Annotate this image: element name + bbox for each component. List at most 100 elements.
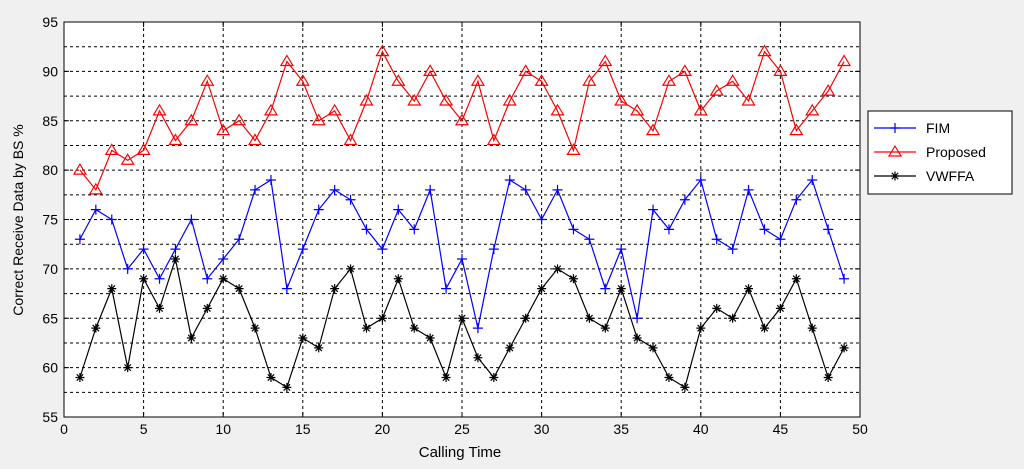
data-point-asterisk bbox=[170, 254, 180, 264]
data-point-plus bbox=[377, 244, 388, 255]
data-point-asterisk bbox=[505, 343, 515, 353]
data-point-plus bbox=[393, 204, 404, 215]
data-point-triangle bbox=[550, 103, 565, 116]
x-tick-label: 35 bbox=[613, 421, 629, 437]
data-point-asterisk bbox=[648, 343, 658, 353]
data-point-triangle bbox=[88, 182, 103, 195]
data-point-asterisk bbox=[457, 313, 467, 323]
data-point-plus bbox=[584, 234, 595, 245]
x-tick-label: 50 bbox=[852, 421, 868, 437]
data-point-asterisk bbox=[775, 303, 785, 313]
data-point-asterisk bbox=[537, 284, 547, 294]
data-point-triangle bbox=[72, 162, 87, 175]
data-point-plus bbox=[202, 273, 213, 284]
data-point-plus bbox=[409, 224, 420, 235]
data-point-asterisk bbox=[890, 171, 900, 181]
data-point-plus bbox=[250, 184, 261, 195]
data-point-plus bbox=[361, 224, 372, 235]
data-point-asterisk bbox=[473, 353, 483, 363]
legend-label: Proposed bbox=[926, 144, 986, 160]
series-group bbox=[72, 44, 852, 392]
data-point-plus bbox=[329, 184, 340, 195]
data-point-plus bbox=[648, 204, 659, 215]
data-point-asterisk bbox=[728, 313, 738, 323]
data-point-triangle bbox=[359, 93, 374, 106]
data-point-triangle bbox=[773, 64, 788, 76]
data-point-triangle bbox=[693, 103, 708, 116]
data-point-asterisk bbox=[377, 313, 387, 323]
data-point-asterisk bbox=[425, 333, 435, 343]
data-point-asterisk bbox=[202, 303, 212, 313]
data-point-plus bbox=[441, 283, 452, 294]
legend: FIM Proposed VWFFA bbox=[867, 110, 1013, 195]
data-point-asterisk bbox=[91, 323, 101, 333]
data-point-plus bbox=[727, 244, 738, 255]
x-tick-label: 0 bbox=[60, 421, 68, 437]
data-point-triangle bbox=[184, 113, 199, 126]
data-point-plus bbox=[775, 234, 786, 245]
axis-ticks: 0 5 10 15 20 25 30 35 40 45 50 55 60 65 70 75 80 85 90 95 bbox=[42, 14, 868, 437]
x-axis-label: Calling Time bbox=[419, 444, 502, 461]
data-point-asterisk bbox=[75, 373, 85, 382]
data-point-triangle bbox=[757, 44, 772, 57]
data-point-triangle bbox=[502, 93, 517, 106]
data-point-asterisk bbox=[139, 274, 149, 284]
data-point-plus bbox=[616, 244, 627, 255]
data-point-asterisk bbox=[234, 284, 244, 294]
data-point-asterisk bbox=[632, 333, 642, 343]
x-tick-label: 15 bbox=[295, 421, 311, 437]
data-point-plus bbox=[106, 214, 117, 225]
data-point-triangle bbox=[263, 103, 279, 116]
data-point-asterisk bbox=[250, 323, 260, 333]
data-point-asterisk bbox=[823, 373, 833, 382]
data-point-plus bbox=[170, 244, 181, 255]
data-point-plus bbox=[425, 184, 436, 195]
data-point-triangle bbox=[120, 153, 135, 165]
data-point-asterisk bbox=[314, 343, 324, 353]
x-tick-label: 40 bbox=[693, 421, 709, 437]
data-point-asterisk bbox=[361, 323, 371, 333]
data-point-plus bbox=[663, 224, 674, 235]
data-point-plus bbox=[743, 184, 754, 195]
data-point-triangle bbox=[534, 74, 549, 86]
data-point-triangle bbox=[789, 123, 804, 136]
y-tick-label: 70 bbox=[42, 261, 58, 277]
data-point-asterisk bbox=[584, 313, 594, 323]
data-point-plus bbox=[695, 175, 706, 185]
y-tick-label: 60 bbox=[42, 360, 58, 376]
data-point-plus bbox=[313, 204, 324, 215]
data-point-asterisk bbox=[600, 323, 610, 333]
data-point-triangle bbox=[168, 133, 183, 146]
y-axis-label: Correct Receive Data by BS % bbox=[10, 124, 26, 315]
data-point-asterisk bbox=[696, 323, 706, 333]
data-point-triangle bbox=[295, 74, 310, 86]
y-tick-label: 55 bbox=[42, 409, 58, 425]
data-point-asterisk bbox=[282, 382, 292, 392]
data-point-triangle bbox=[439, 93, 454, 106]
data-point-triangle bbox=[630, 103, 645, 116]
y-tick-label: 75 bbox=[42, 212, 58, 228]
data-point-triangle bbox=[566, 143, 581, 155]
data-point-triangle bbox=[821, 83, 836, 96]
data-point-asterisk bbox=[616, 284, 626, 294]
data-point-plus bbox=[823, 224, 834, 235]
data-point-asterisk bbox=[393, 274, 403, 284]
data-point-triangle bbox=[311, 113, 326, 126]
data-point-triangle bbox=[327, 103, 342, 116]
data-point-triangle bbox=[152, 103, 167, 116]
data-point-asterisk bbox=[330, 284, 340, 294]
x-tick-label: 10 bbox=[215, 421, 231, 437]
y-tick-label: 85 bbox=[42, 113, 58, 129]
data-point-triangle bbox=[454, 113, 470, 126]
data-point-plus bbox=[552, 184, 563, 195]
data-point-plus bbox=[154, 273, 165, 284]
y-tick-label: 65 bbox=[42, 310, 58, 326]
data-point-asterisk bbox=[186, 333, 196, 343]
y-tick-label: 90 bbox=[42, 63, 58, 79]
x-tick-label: 20 bbox=[375, 421, 391, 437]
data-point-plus bbox=[679, 194, 690, 205]
data-point-plus bbox=[74, 234, 85, 245]
data-point-triangle bbox=[709, 83, 724, 96]
data-point-triangle bbox=[470, 74, 485, 86]
data-point-plus bbox=[568, 224, 579, 235]
